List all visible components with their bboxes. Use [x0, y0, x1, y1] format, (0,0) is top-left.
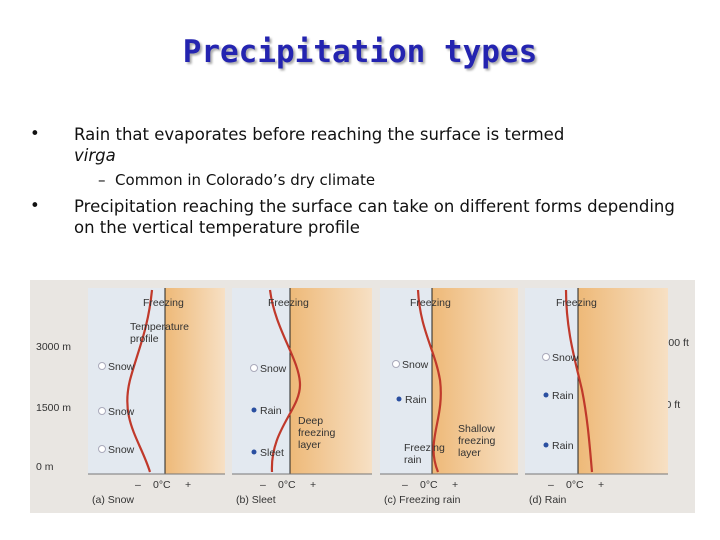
axis-plus: + [598, 479, 604, 491]
snow-icon [392, 360, 400, 368]
panel-label: Deep [298, 415, 323, 427]
warm-zone [578, 288, 668, 474]
bullet-dot: • [30, 124, 40, 143]
warm-zone [432, 288, 518, 474]
panel-label: layer [298, 439, 321, 451]
axis-minus: – [135, 479, 141, 491]
panel-label: Temperature [130, 321, 189, 333]
panel-label: Snow [108, 361, 135, 373]
rain-icon [543, 442, 549, 448]
axis-plus: + [310, 479, 316, 491]
bullet-dot: • [30, 196, 40, 215]
altitude-label: 1500 m [36, 402, 71, 414]
cold-zone [525, 288, 578, 474]
cold-zone [88, 288, 165, 474]
sub-bullet-text: Common in Colorado’s dry climate [115, 171, 376, 189]
cold-zone [232, 288, 290, 474]
panel-label: Sleet [260, 447, 284, 459]
emphasis: virga [74, 146, 116, 165]
panel-caption: (b) Sleet [236, 494, 276, 506]
warm-zone [165, 288, 225, 474]
panel-label: Snow [108, 444, 135, 456]
panel-label: freezing [458, 435, 496, 447]
panel-label: Rain [260, 405, 282, 417]
freezing-label: Freezing [143, 297, 184, 309]
axis-zero: 0°C [566, 479, 584, 491]
panel-caption: (d) Rain [529, 494, 567, 506]
panel-label: Snow [402, 359, 429, 371]
freezing-label: Freezing [410, 297, 451, 309]
temperature-profile [268, 289, 302, 473]
title: Precipitation types [182, 34, 538, 70]
panel-label: Rain [552, 440, 574, 452]
panel-label: Rain [552, 390, 574, 402]
panel-label: Shallow [458, 423, 495, 435]
rain-icon [251, 449, 257, 455]
temperature-profile [416, 289, 442, 473]
panel-label: layer [458, 447, 481, 459]
panel-label: Rain [405, 394, 427, 406]
axis-zero: 0°C [278, 479, 296, 491]
freezing-label: Freezing [268, 297, 309, 309]
freezing-label: Freezing [556, 297, 597, 309]
axis-plus: + [185, 479, 191, 491]
temperature-profile [564, 289, 594, 473]
rain-icon [396, 396, 402, 402]
snow-icon [542, 353, 550, 361]
panel-label: Snow [552, 352, 579, 364]
temperature-profile [126, 289, 154, 473]
panel-label: freezing [298, 427, 336, 439]
panel-label: Freezing [404, 442, 445, 454]
panel-label: Snow [260, 363, 287, 375]
axis-plus: + [452, 479, 458, 491]
axis-minus: – [260, 479, 266, 491]
cold-zone [380, 288, 432, 474]
text: Rain that evaporates before reaching the… [74, 125, 565, 144]
axis-zero: 0°C [420, 479, 438, 491]
snow-icon [250, 364, 258, 372]
bullet-text: Rain that evaporates before reaching the… [74, 124, 694, 166]
rain-icon [543, 392, 549, 398]
panel-label: rain [404, 454, 422, 466]
snow-icon [98, 407, 106, 415]
axis-minus: – [402, 479, 408, 491]
rain-icon [251, 407, 257, 413]
panel-caption: (c) Freezing rain [384, 494, 461, 506]
panel-label: profile [130, 333, 159, 345]
snow-icon [98, 362, 106, 370]
axis-minus: – [548, 479, 554, 491]
warm-zone [290, 288, 372, 474]
altitude-label: 0 m [36, 461, 54, 473]
altitude-label: 3000 m [36, 341, 71, 353]
bullet-text: Precipitation reaching the surface can t… [74, 197, 675, 237]
axis-zero: 0°C [153, 479, 171, 491]
sub-bullet: – Common in Colorado’s dry climate [98, 171, 376, 189]
panel-label: Snow [108, 406, 135, 418]
snow-icon [98, 445, 106, 453]
panel-caption: (a) Snow [92, 494, 134, 506]
